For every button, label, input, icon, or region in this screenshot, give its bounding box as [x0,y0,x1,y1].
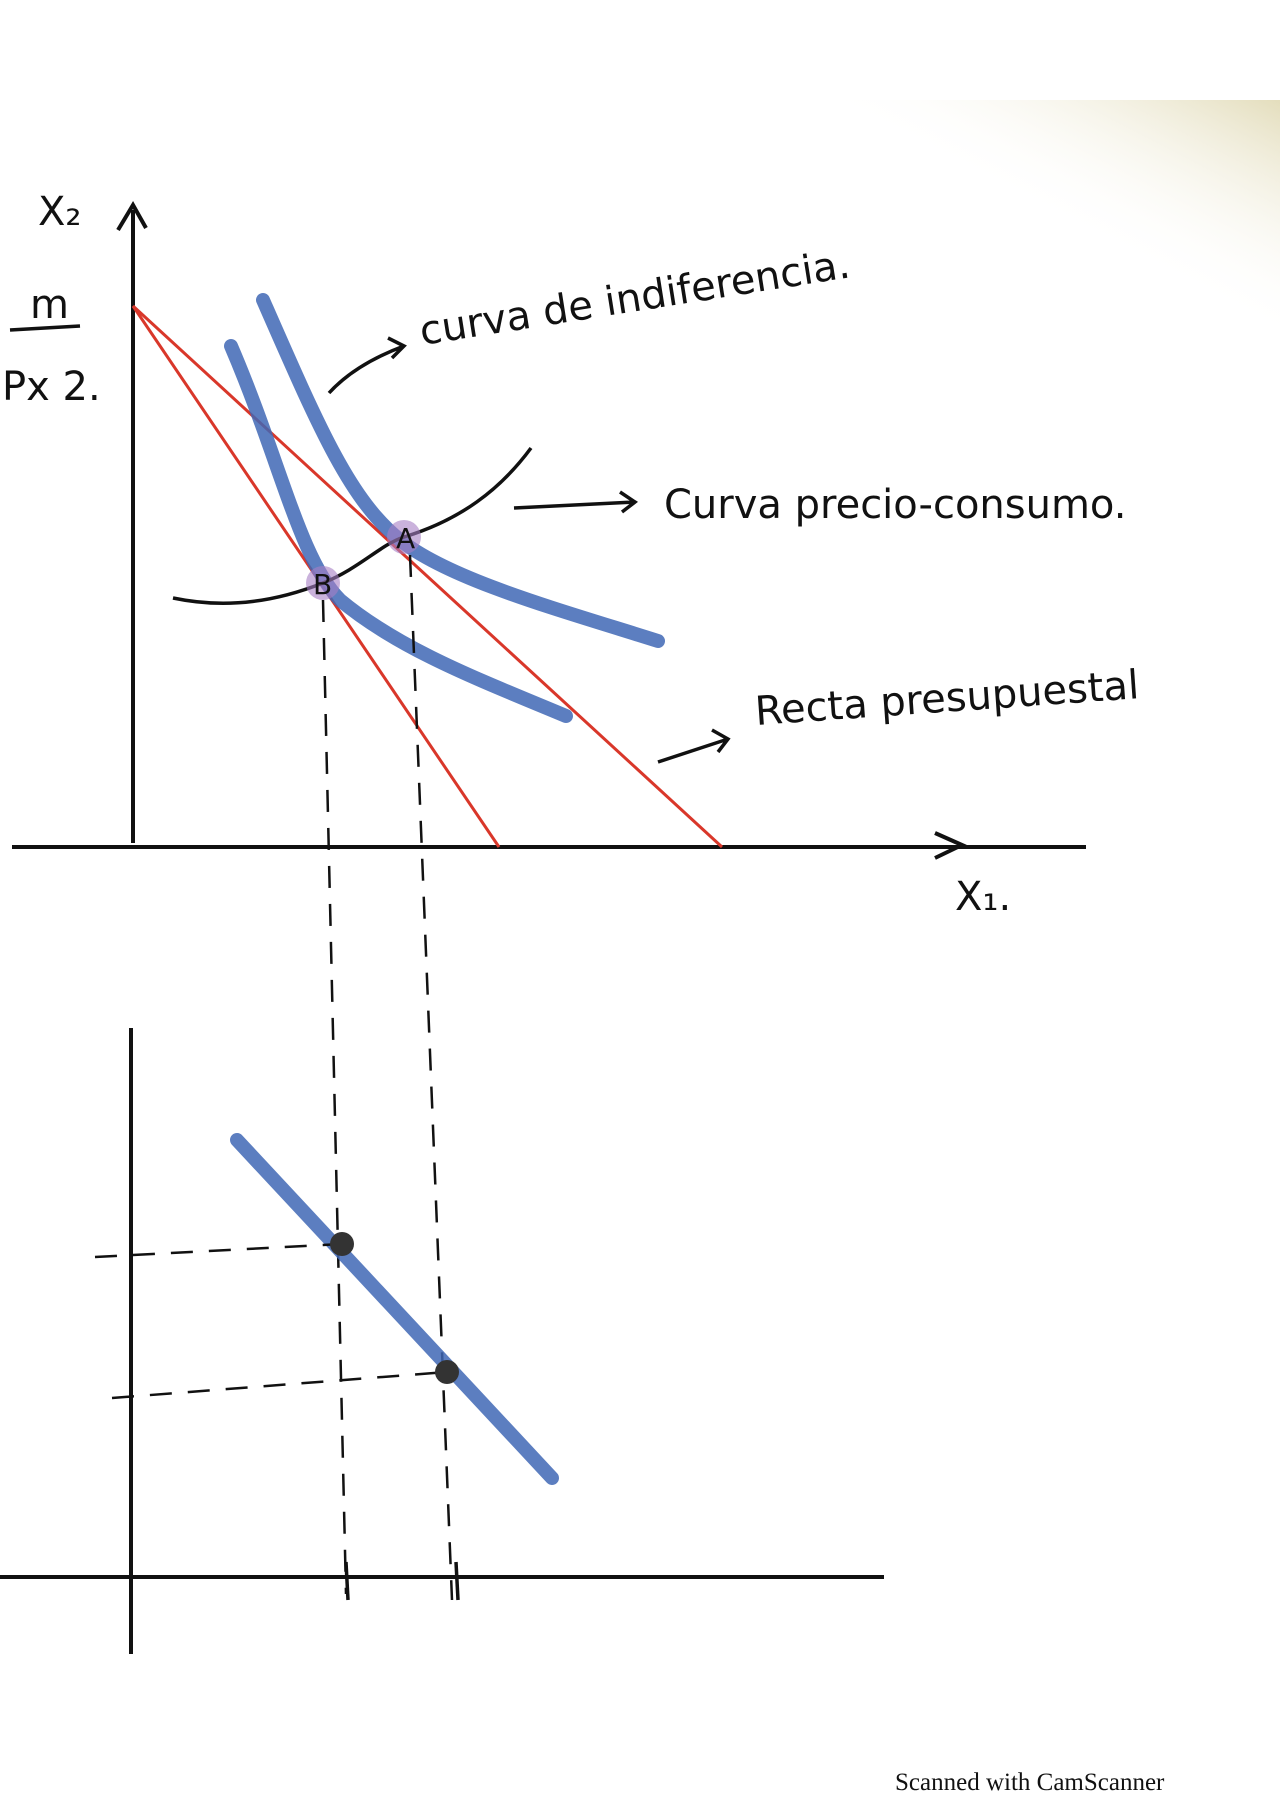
annotation-price-consumption: Curva precio-consumo. [664,482,1126,528]
indifference-curve-b [224,339,573,723]
lower-tick-b [344,1561,350,1601]
intercept-denominator: Px 2. [2,364,101,410]
demand-point-2 [435,1360,459,1384]
price-consumption-curve [172,446,533,606]
y-arrow [116,201,148,232]
point-b-marker [306,566,340,600]
intercept-numerator: m [30,282,69,328]
projection-b [321,599,348,1595]
arrow-indifference [327,336,407,395]
point-a-label: A [396,522,415,555]
y-axis-label: X₂ [38,189,81,235]
lower-projection-2 [111,1370,448,1400]
demand-line [230,1133,559,1485]
x-arrow [934,831,967,860]
demand-point-1 [330,1232,354,1256]
lower-tick-a [454,1561,460,1601]
arrow-price-consumption [513,490,639,514]
point-b-label: B [313,568,332,601]
arrow-budget [657,728,731,764]
budget-line-a [131,304,724,849]
paper-shade [700,100,1280,400]
x-axis-label: X₁. [955,874,1011,920]
point-a-marker [387,520,421,554]
footer: Scanned with CamScanner [895,1769,1165,1796]
fraction-bar [9,324,81,332]
lower-projection-1 [94,1242,343,1259]
